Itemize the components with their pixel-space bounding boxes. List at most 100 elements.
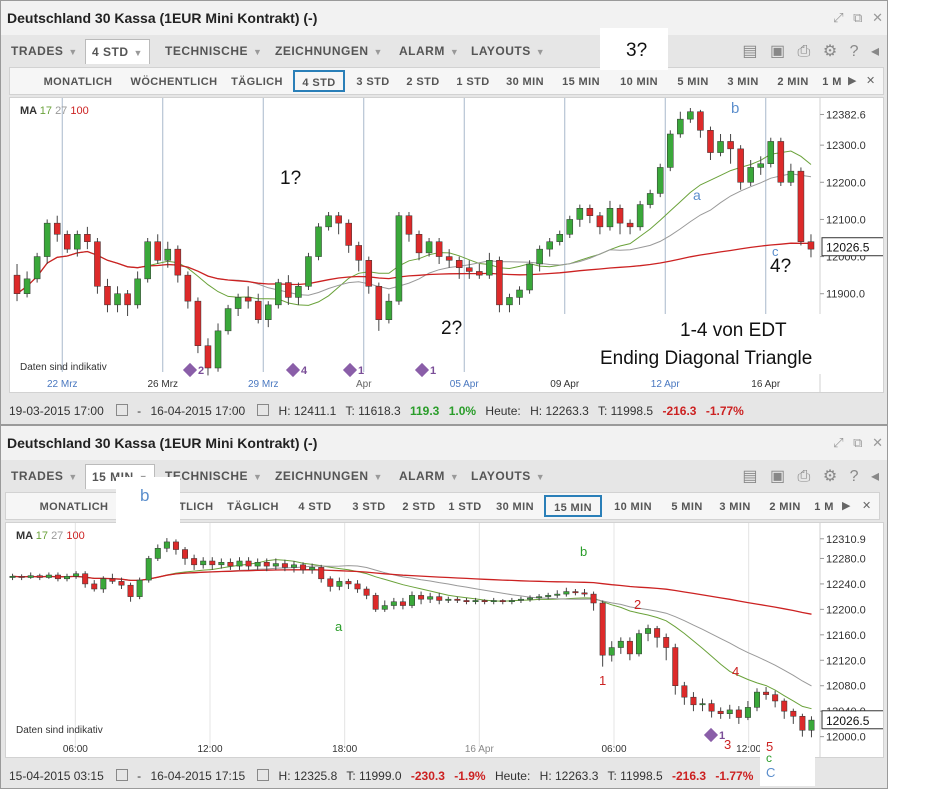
close-icon[interactable]: ✕ [872,10,883,25]
layers-icon[interactable]: ▤ [742,468,758,485]
tf-10min[interactable]: 10 MIN [620,76,658,88]
tf-10min[interactable]: 10 MIN [614,501,652,513]
chart-area-15min[interactable]: 06:00 12:00 18:00 16 Apr 06:00 12:00 12310.9 12… [5,522,884,758]
tf-30min[interactable]: 30 MIN [496,501,534,513]
candle-up [234,297,242,309]
tf-3std[interactable]: 3 STD [352,501,386,513]
event-marker: 1 [703,727,725,743]
y-tick-label: 12080.0 [826,681,866,693]
chart-area-4h[interactable]: 22 Mrz 26 Mrz 29 Mrz Apr 05 Apr 09 Apr 12 Apr 1… [9,97,884,393]
tf-2std[interactable]: 2 STD [406,76,440,88]
help-icon[interactable]: ? [849,43,859,60]
candle-down [285,282,292,298]
scroll-right-icon[interactable]: ▶ [848,75,857,87]
candle-down [82,573,89,585]
tf-1m[interactable]: 1 M [822,76,842,88]
menu-alarm[interactable]: ALARM ▼ [399,469,460,483]
menu-technische[interactable]: TECHNISCHE ▼ [165,469,263,483]
ma-line-17 [12,559,812,710]
tf-woechentlich[interactable]: WÖCHENTLICH [130,76,218,88]
layers-icon[interactable]: ▤ [742,43,758,60]
popout-icon[interactable]: ⧉ [853,10,863,25]
candle-down [375,286,383,320]
calendar-icon[interactable] [115,769,128,781]
tf-taeglich[interactable]: TÄGLICH [227,501,279,513]
event-marker-icon [182,362,198,378]
candle-down [672,647,679,686]
close-tf-icon[interactable]: ✕ [862,500,872,512]
candle-up [635,633,642,655]
wave-b-label: b [580,544,588,559]
candle-down [681,685,688,698]
tf-3std[interactable]: 3 STD [356,76,390,88]
tf-4std[interactable]: 4 STD [293,70,345,92]
y-tick-label: 12300.0 [826,140,866,152]
wave-b-top-label: b [140,486,150,505]
print-icon[interactable]: ⎙ [797,43,811,60]
candle-down [18,576,25,578]
tf-4std[interactable]: 4 STD [298,501,332,513]
candle-up [74,234,81,250]
expand-icon[interactable]: ⤢ [833,10,844,25]
image-icon[interactable]: ▣ [769,468,786,485]
ma-line-27 [12,565,812,687]
tf-3min[interactable]: 3 MIN [727,76,759,88]
calendar-icon[interactable] [257,769,270,781]
tf-5min[interactable]: 5 MIN [677,76,709,88]
collapse-icon[interactable]: ◂ [870,43,879,60]
tf-15min[interactable]: 15 MIN [562,76,600,88]
gear-icon[interactable]: ⚙ [822,43,838,60]
menu-trades[interactable]: TRADES ▼ [11,469,78,483]
tf-3min[interactable]: 3 MIN [719,501,751,513]
tf-2std[interactable]: 2 STD [402,501,436,513]
candle-down [64,234,71,250]
calendar-icon[interactable] [257,404,270,416]
popout-icon[interactable]: ⧉ [853,435,863,450]
candle-up [272,563,279,567]
y-tick-label: 12310.9 [826,534,866,546]
menu-interval[interactable]: 4 STD ▼ [85,39,150,64]
tf-30min[interactable]: 30 MIN [506,76,544,88]
menu-zeichnungen[interactable]: ZEICHNUNGEN ▼ [275,44,383,58]
print-icon[interactable]: ⎙ [797,468,811,485]
candle-down [118,581,125,586]
event-marker-label: 1 [719,730,725,742]
menu-layouts[interactable]: LAYOUTS ▼ [471,469,546,483]
close-icon[interactable]: ✕ [872,435,883,450]
window-title: Deutschland 30 Kassa (1EUR Mini Kontrakt… [7,10,318,26]
x-tick-label: 09 Apr [550,379,580,390]
menu-zeichnungen[interactable]: ZEICHNUNGEN ▼ [275,469,383,483]
menu-trades[interactable]: TRADES ▼ [11,44,78,58]
menu-alarm[interactable]: ALARM ▼ [399,44,460,58]
calendar-icon[interactable] [115,404,128,416]
candle-down [481,600,488,602]
tf-2min[interactable]: 2 MIN [777,76,809,88]
tf-1std[interactable]: 1 STD [456,76,490,88]
tf-1m[interactable]: 1 M [814,501,834,513]
tf-monatlich[interactable]: MONATLICH [39,501,109,513]
gear-icon[interactable]: ⚙ [822,468,838,485]
tf-monatlich[interactable]: MONATLICH [43,76,113,88]
candle-up [526,263,533,291]
collapse-icon[interactable]: ◂ [870,468,879,485]
image-icon[interactable]: ▣ [769,43,786,60]
tf-2min[interactable]: 2 MIN [769,501,801,513]
candle-up [218,562,225,566]
menu-layouts[interactable]: LAYOUTS ▼ [471,44,546,58]
tf-15min[interactable]: 15 MIN [544,495,602,517]
help-icon[interactable]: ? [849,468,859,485]
y-tick-label: 12280.0 [826,553,866,565]
candle-up [757,163,764,168]
candle-down [405,215,413,235]
event-marker-icon [285,362,301,378]
candle-down [204,345,212,369]
tf-1std[interactable]: 1 STD [448,501,482,513]
close-tf-icon[interactable]: ✕ [866,75,876,87]
menu-technische[interactable]: TECHNISCHE ▼ [165,44,263,58]
y-tick-label: 11900.0 [826,289,865,301]
tf-taeglich[interactable]: TÄGLICH [231,76,283,88]
scroll-right-icon[interactable]: ▶ [842,500,851,512]
expand-icon[interactable]: ⤢ [833,435,844,450]
tf-5min[interactable]: 5 MIN [671,501,703,513]
candle-down [499,600,506,602]
